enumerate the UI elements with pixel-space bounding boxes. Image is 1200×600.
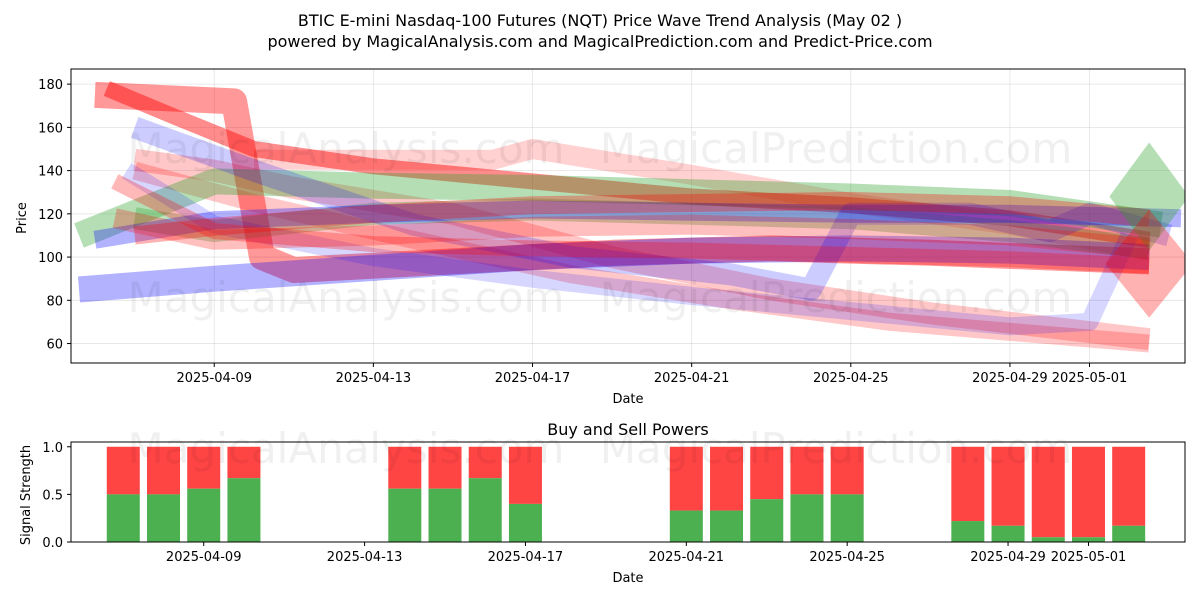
buy-bar — [750, 499, 784, 542]
wave-band-red-12 — [111, 174, 1150, 274]
watermark-text: MagicalAnalysis.com — [128, 273, 565, 322]
sell-bar — [187, 446, 221, 489]
sell-bar — [750, 446, 784, 500]
wave-band-red-1 — [94, 81, 1150, 283]
watermark-text: MagicalAnalysis.com — [128, 424, 565, 473]
chart-title-line2: powered by MagicalAnalysis.com and Magic… — [267, 32, 932, 51]
top-x-tick-label: 2025-04-13 — [336, 371, 412, 386]
forecast-diamond-red — [1105, 209, 1185, 318]
sell-bar — [508, 446, 542, 504]
sell-bar — [1112, 446, 1146, 526]
watermark-text: MagicalPrediction.com — [600, 273, 1073, 322]
buy-bar — [951, 521, 985, 542]
top-x-tick-label: 2025-04-29 — [972, 371, 1048, 386]
signal-panel: 0.0 0.5 1.0 2025-04-09 2025-04-13 2025-04-17 2… — [42, 441, 1186, 565]
wave-band-red-13 — [112, 208, 1151, 259]
buy-bar — [1031, 537, 1065, 542]
wave-band-red-0 — [103, 81, 1151, 248]
buy-bar — [187, 488, 221, 542]
bottom-x-tick-label: 2025-04-09 — [166, 550, 242, 565]
wave-band-red-4 — [254, 139, 1152, 261]
sell-bar — [790, 446, 824, 495]
top-x-tick-label: 2025-04-09 — [176, 371, 252, 386]
sell-bar — [669, 446, 703, 511]
buy-bar — [508, 503, 542, 542]
sell-bar — [388, 446, 422, 489]
bottom-x-tick-label: 2025-04-25 — [809, 550, 885, 565]
top-y-tick-label: 80 — [46, 294, 63, 309]
chart-title-line1: BTIC E-mini Nasdaq-100 Futures (NQT) Pri… — [298, 11, 902, 30]
sell-bar — [106, 446, 140, 495]
buy-bar — [428, 488, 462, 542]
sell-bar — [991, 446, 1025, 526]
buy-bar — [991, 525, 1025, 542]
bottom-x-tick-label: 2025-04-21 — [649, 550, 725, 565]
bottom-title: Buy and Sell Powers — [547, 420, 709, 439]
top-y-tick-label: 60 — [46, 338, 63, 353]
buy-bar — [388, 488, 422, 542]
sell-bar — [227, 446, 261, 479]
buy-bar — [830, 494, 864, 542]
wave-band-green-6 — [132, 198, 1151, 260]
wave-band-blue-8 — [130, 117, 1172, 301]
buy-bar — [468, 478, 502, 542]
wave-band-blue-7 — [77, 235, 1150, 303]
sell-bar — [830, 446, 864, 495]
top-y-tick-label: 180 — [38, 78, 63, 93]
wave-band-red-2 — [133, 148, 1151, 351]
buy-bar — [146, 494, 180, 542]
buy-bar — [1071, 537, 1105, 542]
sell-bar — [1071, 446, 1105, 538]
top-y-axis-label: Price — [15, 202, 30, 234]
top-axes-frame — [70, 68, 1186, 364]
wave-band-blue-10 — [93, 200, 1182, 249]
buy-bar — [1112, 525, 1146, 542]
top-y-tick-label: 100 — [38, 251, 63, 266]
watermark-text: MagicalPrediction.com — [600, 424, 1073, 473]
bottom-y-tick-label: 0.0 — [42, 536, 63, 551]
top-y-tick-label: 160 — [38, 121, 63, 136]
forecast-diamond-green — [1109, 142, 1185, 251]
top-x-tick-label: 2025-04-21 — [654, 371, 730, 386]
sell-bar — [428, 446, 462, 489]
top-x-tick-label: 2025-05-01 — [1052, 371, 1128, 386]
wave-band-red-3 — [132, 161, 1150, 353]
wave-band-blue-9 — [121, 162, 1138, 336]
bottom-x-axis-label: Date — [612, 571, 643, 586]
bottom-x-tick-label: 2025-05-01 — [1051, 550, 1127, 565]
bottom-y-tick-label: 0.5 — [42, 488, 63, 503]
buy-bar — [710, 510, 744, 542]
sell-bar — [1031, 446, 1065, 538]
bottom-x-tick-label: 2025-04-13 — [327, 550, 403, 565]
buy-bar — [790, 494, 824, 542]
top-y-tick-label: 120 — [38, 208, 63, 223]
sell-bar — [146, 446, 180, 495]
bottom-x-tick-label: 2025-04-29 — [970, 550, 1046, 565]
wave-band-green-5 — [74, 168, 1163, 248]
watermark-text: MagicalPrediction.com — [600, 124, 1073, 173]
sell-bar — [710, 446, 744, 511]
bottom-axes-frame — [70, 441, 1186, 543]
wave-band-red-11 — [133, 191, 1151, 245]
wave-bands — [74, 81, 1185, 353]
bottom-y-axis-label: Signal Strength — [19, 445, 34, 545]
bottom-x-tick-label: 2025-04-17 — [488, 550, 564, 565]
buy-bar — [227, 478, 261, 542]
top-x-axis-label: Date — [612, 392, 643, 407]
buy-bar — [106, 494, 140, 542]
top-x-tick-label: 2025-04-25 — [813, 371, 889, 386]
price-panel: 2025-04-09 2025-04-13 2025-04-17 2025-04-21… — [38, 68, 1186, 386]
buy-bar — [669, 510, 703, 542]
top-y-tick-label: 140 — [38, 165, 63, 180]
bottom-y-tick-label: 1.0 — [42, 441, 63, 456]
sell-bar — [468, 446, 502, 479]
sell-bar — [951, 446, 985, 522]
top-x-tick-label: 2025-04-17 — [495, 371, 571, 386]
watermark-text: MagicalAnalysis.com — [128, 124, 565, 173]
